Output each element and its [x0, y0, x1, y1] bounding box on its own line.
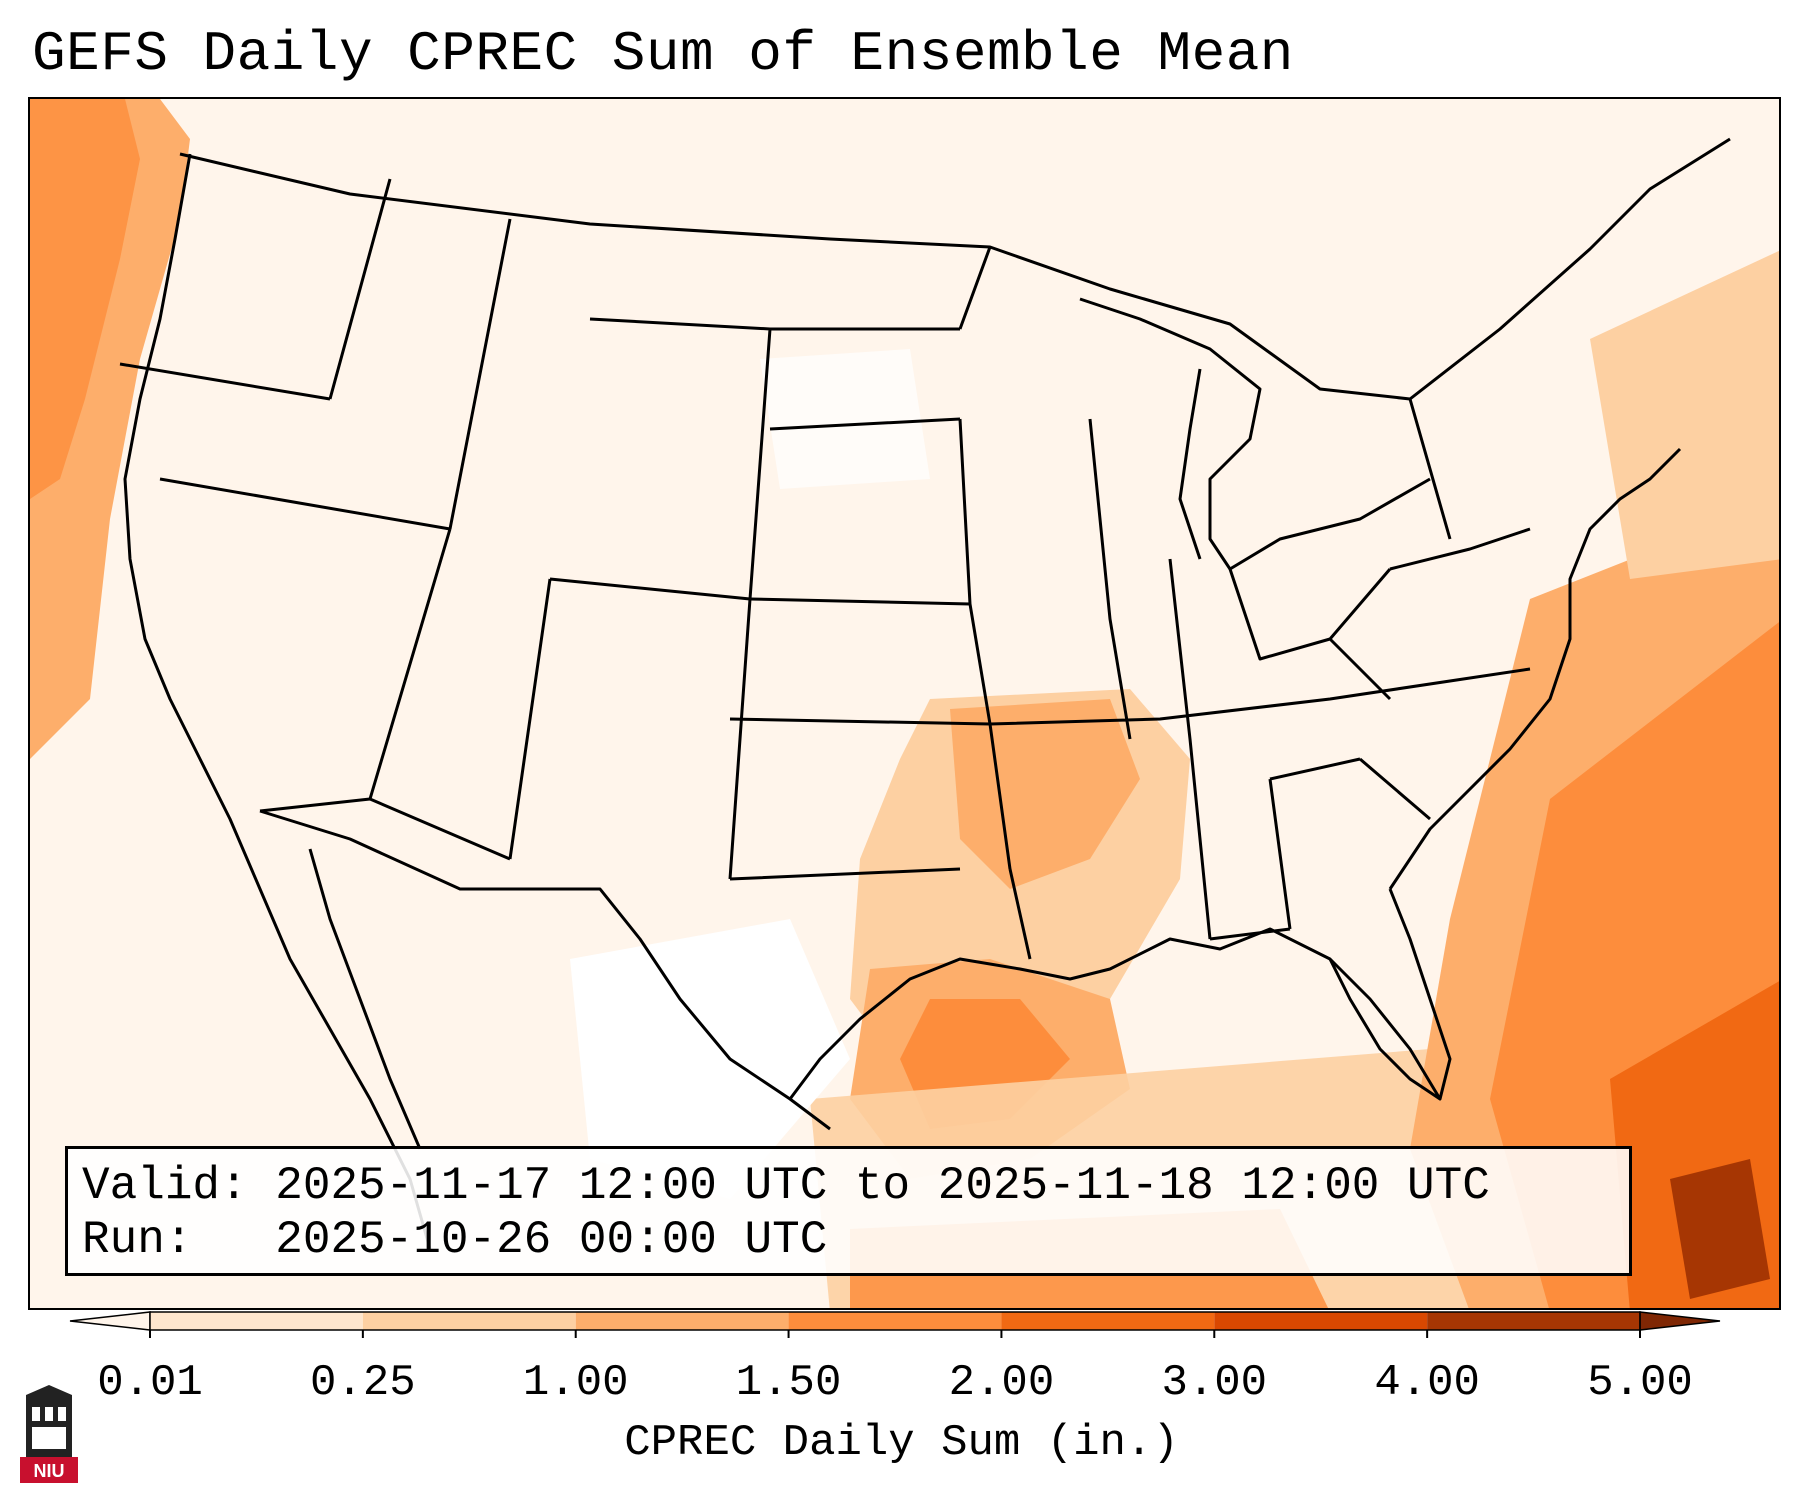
colorbar-segment — [362, 1312, 576, 1330]
valid-info-box: Valid: 2025-11-17 12:00 UTC to 2025-11-1… — [65, 1146, 1632, 1276]
border-us-mexico — [259, 809, 831, 1131]
run-time-line: Run: 2025-10-26 00:00 UTC — [82, 1214, 828, 1266]
lake-michigan — [1178, 368, 1202, 560]
coast-baja — [308, 848, 422, 1150]
map-frame — [28, 97, 1781, 1310]
colorbar-extend-high — [1639, 1311, 1721, 1331]
dry-area-plains — [760, 349, 930, 489]
state-lines-east — [989, 398, 1531, 941]
colorbar-segment — [150, 1312, 363, 1330]
colorbar-segment — [1427, 1312, 1640, 1330]
state-lines-central — [729, 246, 1032, 960]
precip-area-caribbean-core — [1670, 1159, 1770, 1299]
logo-text: NIU — [34, 1461, 65, 1481]
colorbar-tick-label: 5.00 — [1587, 1358, 1693, 1408]
colorbar-outline — [149, 1311, 1641, 1331]
colorbar-segment — [1001, 1312, 1215, 1330]
great-lakes — [1079, 297, 1431, 571]
coast-pacific — [123, 153, 432, 1250]
colorbar-tick-label: 2.00 — [948, 1358, 1055, 1408]
colorbar-tick-label: 4.00 — [1374, 1358, 1480, 1408]
colorbar-tick-label: 0.01 — [97, 1358, 203, 1408]
colorbar-segment — [575, 1312, 789, 1330]
colorbar-segment — [788, 1312, 1002, 1330]
colorbar-tick-label: 3.00 — [1161, 1358, 1268, 1408]
colorbar-label: CPREC Daily Sum (in.) — [624, 1418, 1179, 1468]
precip-area-northeast — [1590, 250, 1779, 579]
colorbar-tick-label: 1.00 — [522, 1358, 629, 1408]
colorbar-segment — [1214, 1312, 1428, 1330]
colorbar-extend-low — [69, 1311, 151, 1331]
precip-area-pacific-core — [30, 99, 140, 499]
university-tower-logo: NIU — [20, 1385, 78, 1483]
colorbar-tick-label: 0.25 — [310, 1358, 416, 1408]
border-us-canada — [179, 137, 1731, 401]
dry-area-mexico — [570, 919, 850, 1199]
coast-florida — [1328, 888, 1452, 1101]
colorbar — [69, 1311, 1721, 1338]
precip-area-arklatex — [950, 699, 1140, 889]
colorbar-tick-label: 1.50 — [735, 1358, 842, 1408]
precip-map — [30, 99, 1779, 1308]
valid-time-line: Valid: 2025-11-17 12:00 UTC to 2025-11-1… — [82, 1160, 1490, 1212]
map-title: GEFS Daily CPREC Sum of Ensemble Mean — [32, 22, 1294, 86]
political-boundaries — [119, 137, 1731, 1250]
state-lines-west — [119, 178, 961, 881]
coast-atlantic — [1388, 447, 1682, 890]
coast-gulf — [788, 927, 1442, 1100]
